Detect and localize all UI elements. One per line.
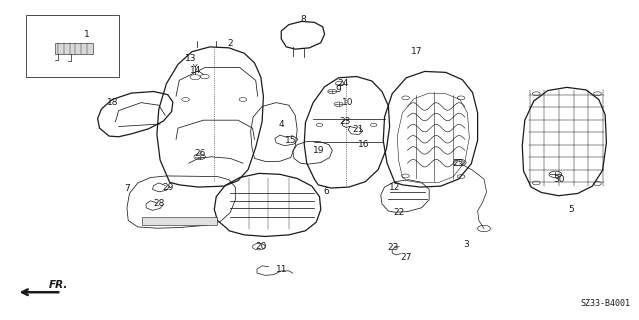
Text: 3: 3: [463, 240, 469, 249]
Text: 11: 11: [275, 265, 287, 275]
Text: 23: 23: [387, 243, 399, 252]
Text: 28: 28: [153, 198, 164, 207]
Text: 30: 30: [553, 175, 565, 184]
Text: 17: 17: [411, 47, 422, 56]
Text: SZ33-B4001: SZ33-B4001: [581, 299, 631, 308]
Text: 23: 23: [339, 117, 351, 126]
Text: 18: 18: [107, 98, 118, 107]
Text: 16: 16: [358, 140, 370, 148]
Text: 6: 6: [323, 188, 328, 196]
Bar: [55, 43, 93, 54]
Text: 22: 22: [394, 208, 405, 217]
Text: 27: 27: [400, 253, 412, 262]
Text: 8: 8: [301, 15, 307, 24]
Text: 24: 24: [337, 79, 349, 88]
Text: 12: 12: [389, 183, 401, 192]
Text: 21: 21: [352, 125, 364, 134]
Text: 13: 13: [185, 53, 196, 62]
Text: 2: 2: [227, 39, 233, 48]
Text: 29: 29: [162, 183, 173, 192]
Text: 5: 5: [569, 205, 574, 214]
Text: 10: 10: [343, 98, 354, 107]
Text: 20: 20: [255, 242, 266, 251]
Bar: [26, 15, 119, 77]
Text: 9: 9: [335, 85, 341, 94]
Text: 15: 15: [285, 136, 296, 145]
Text: 25: 25: [453, 159, 464, 168]
Text: 19: 19: [312, 146, 324, 155]
Text: FR.: FR.: [49, 280, 68, 290]
Text: 26: 26: [194, 149, 205, 158]
Bar: [142, 217, 217, 225]
Text: 4: 4: [279, 120, 284, 130]
Text: 7: 7: [124, 184, 130, 193]
Text: 14: 14: [190, 66, 201, 75]
Text: 1: 1: [84, 30, 89, 39]
